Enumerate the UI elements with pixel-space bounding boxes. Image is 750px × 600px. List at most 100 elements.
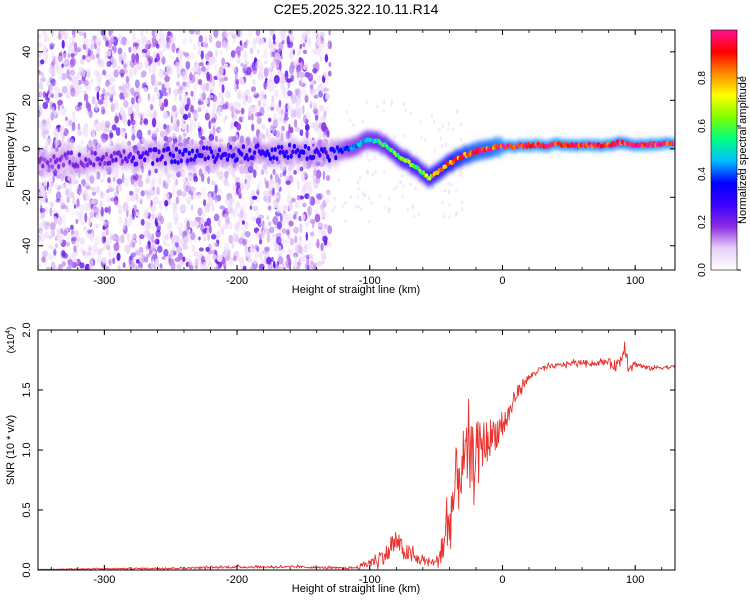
noise-cell [108,187,115,192]
noise-cell [195,30,200,36]
noise-cell [249,205,253,210]
noise-cell [267,131,271,140]
svg-text:(x104): (x104) [5,327,17,354]
noise-cell [203,128,208,135]
noise-cell [213,213,220,222]
noise-cell [213,30,219,38]
noise-cell [54,183,59,189]
noise-cell [89,211,95,219]
noise-cell [181,135,184,143]
noise-cell [387,196,391,201]
noise-cell [145,79,148,86]
noise-cell [137,179,144,188]
noise-cell [298,57,302,63]
noise-cell [291,166,295,171]
noise-cell [182,256,186,263]
noise-cell [45,221,51,226]
noise-cell [145,43,151,50]
noise-cell [66,196,70,203]
noise-cell [140,198,143,205]
noise-cell [324,56,329,62]
noise-cell [361,190,364,195]
noise-cell [282,169,287,177]
ridge-cell [241,144,245,150]
noise-cell [164,75,171,83]
noise-cell [163,192,170,200]
noise-cell [101,231,106,238]
noise-cell [187,260,193,269]
noise-cell [123,99,129,108]
noise-cell [156,187,160,193]
noise-cell [45,122,52,130]
noise-cell [280,76,285,85]
spectrogram-ridge [38,129,675,189]
noise-cell [273,118,279,127]
noise-cell [286,35,290,45]
noise-cell [228,234,233,244]
noise-cell [147,222,151,230]
ridge-cell [206,155,210,161]
noise-cell [131,128,137,134]
noise-cell [135,59,140,65]
noise-cell [256,246,260,253]
noise-cell [38,70,41,75]
ridge-cell [205,145,209,151]
noise-cell [49,83,54,92]
noise-cell [172,124,177,132]
noise-cell [175,196,180,205]
ridge-cell [98,161,102,167]
noise-cell [315,32,321,38]
noise-cell [52,141,56,149]
noise-cell [447,181,450,186]
noise-cell [239,165,245,175]
noise-cell [295,95,300,105]
noise-cell [57,263,63,270]
noise-cell [111,141,114,147]
noise-cell [152,68,156,74]
noise-cell [287,248,291,254]
noise-cell [258,38,262,46]
noise-cell [119,92,124,100]
noise-cell [273,260,276,269]
noise-cell [231,111,235,119]
ridge-cell [93,150,97,156]
noise-cell [198,79,203,86]
noise-cell [451,127,455,132]
noise-cell [100,106,106,115]
noise-cell [38,52,41,58]
noise-cell [130,111,134,122]
noise-cell [136,172,140,182]
noise-cell [151,178,156,187]
noise-cell [136,42,139,49]
noise-cell [166,40,170,49]
noise-cell [206,62,211,70]
noise-cell [219,205,225,210]
noise-cell [53,127,59,132]
noise-cell [112,84,115,93]
noise-cell [68,36,75,45]
noise-cell [190,220,197,227]
noise-cell [218,128,222,133]
noise-cell [179,261,182,270]
noise-cell [148,169,152,176]
noise-cell [113,186,119,196]
noise-cell [337,177,340,182]
noise-cell [176,68,179,74]
noise-cell [40,85,44,91]
ridge-cell [52,154,56,160]
ridge-cell [66,150,70,156]
noise-cell [224,171,229,179]
ridge-cell [154,147,158,153]
noise-cell [176,119,180,128]
noise-cell [159,215,164,225]
noise-cell [202,86,206,94]
noise-cell [324,106,330,113]
noise-cell [65,90,71,99]
noise-cell [231,240,235,250]
noise-cell [38,142,41,148]
noise-cell [63,252,68,259]
noise-cell [255,193,261,204]
noise-cell [172,187,176,196]
noise-cell [140,70,147,78]
noise-cell [183,235,187,241]
